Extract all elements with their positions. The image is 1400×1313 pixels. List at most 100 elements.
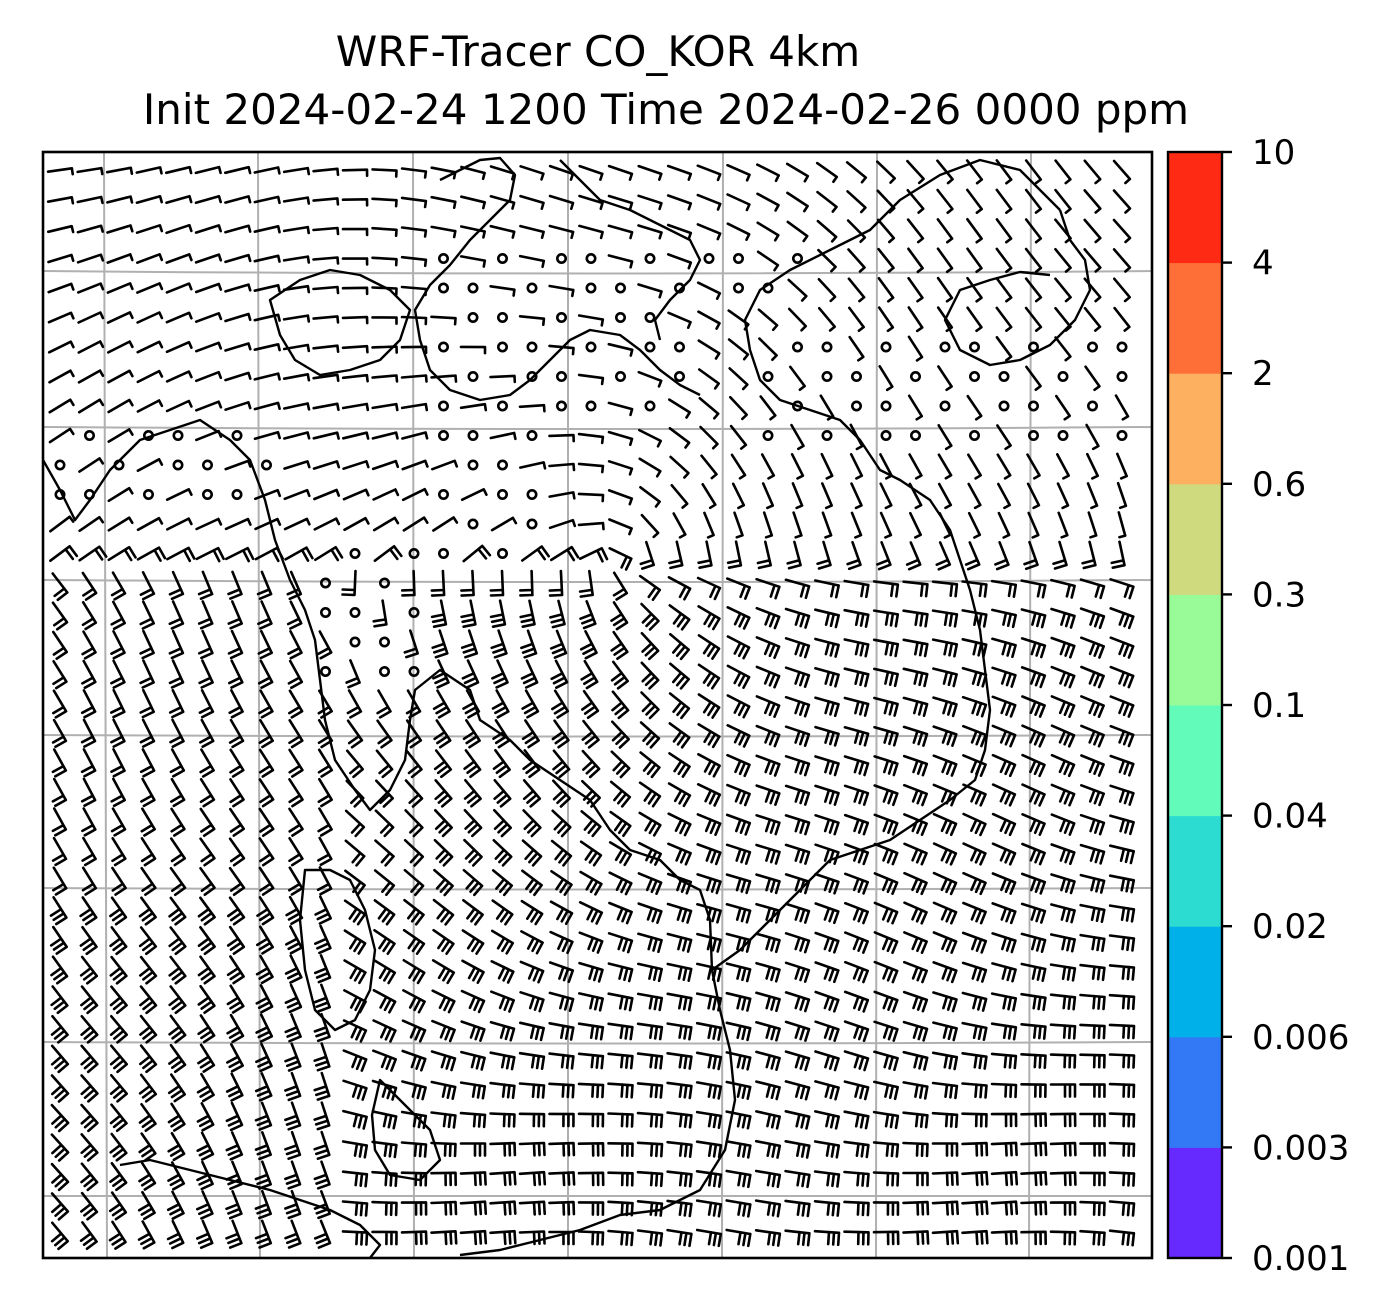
wind-barb xyxy=(106,253,134,264)
wind-barb xyxy=(401,431,429,440)
wind-barb xyxy=(754,1229,782,1247)
wind-barb xyxy=(756,250,780,272)
wind-barb xyxy=(1113,277,1131,303)
wind-barb xyxy=(341,168,369,177)
wind-barb xyxy=(967,511,982,539)
wind-barb xyxy=(518,403,546,413)
wind-barb xyxy=(110,630,126,660)
wind-barb xyxy=(401,487,429,502)
wind-barb xyxy=(492,749,511,779)
wind-barb xyxy=(1020,1083,1047,1098)
wind-barb xyxy=(139,955,158,985)
wind-barb xyxy=(698,368,720,390)
wind-barb xyxy=(80,1044,99,1074)
calm-wind-circle xyxy=(673,282,685,294)
wind-barb xyxy=(1020,1230,1047,1246)
calm-wind-circle xyxy=(349,547,361,559)
wind-barb xyxy=(873,901,899,925)
wind-barb xyxy=(168,896,187,926)
wind-barb xyxy=(489,374,517,384)
wind-barb xyxy=(607,1171,634,1187)
wind-barb xyxy=(726,724,751,748)
wind-barb xyxy=(873,1080,899,1101)
wind-barb xyxy=(490,629,508,659)
wind-barb xyxy=(462,719,481,749)
wind-barb xyxy=(47,311,75,324)
calm-wind-circle xyxy=(555,311,567,323)
wind-barb xyxy=(80,748,97,778)
wind-barb xyxy=(991,872,1017,895)
wind-barb xyxy=(254,1101,273,1131)
wind-barb xyxy=(346,749,364,779)
wind-barb xyxy=(288,866,304,896)
wind-barb xyxy=(1020,1023,1047,1040)
wind-barb xyxy=(931,1081,959,1100)
wind-barb xyxy=(961,695,988,718)
wind-barb xyxy=(755,636,781,659)
calm-wind-circle xyxy=(644,311,656,323)
calm-wind-circle xyxy=(526,282,538,294)
wind-barb xyxy=(1108,1053,1136,1069)
wind-barb xyxy=(578,992,604,1012)
wind-barb xyxy=(755,1050,781,1071)
wind-barb xyxy=(1112,218,1132,244)
wind-barb xyxy=(611,720,630,749)
wind-barb xyxy=(668,752,691,778)
wind-barb xyxy=(518,1112,546,1128)
wind-barb xyxy=(1109,784,1135,806)
wind-barb xyxy=(703,511,715,539)
wind-barb xyxy=(430,1230,458,1246)
wind-barb xyxy=(579,840,603,867)
wind-barb xyxy=(548,433,575,443)
wind-barb xyxy=(371,256,398,267)
wind-barb xyxy=(1021,724,1046,748)
wind-barb xyxy=(225,1190,243,1220)
wind-barb xyxy=(843,667,870,688)
wind-barb xyxy=(48,398,75,414)
wind-barb xyxy=(372,488,400,501)
wind-barb xyxy=(1049,1171,1077,1187)
wind-barb xyxy=(733,511,744,539)
colorbar-tick-label: 0.3 xyxy=(1252,575,1306,615)
wind-barb xyxy=(666,1228,693,1248)
wind-barb xyxy=(225,1219,243,1249)
wind-barb xyxy=(932,696,958,718)
calm-wind-circle xyxy=(526,518,538,530)
wind-barb xyxy=(196,1219,214,1249)
wind-barb xyxy=(755,843,781,865)
wind-barb xyxy=(814,931,840,954)
wind-barb xyxy=(51,718,68,749)
wind-barb xyxy=(932,961,958,984)
wind-barb xyxy=(668,692,691,720)
wind-barb xyxy=(548,284,575,298)
wind-barb xyxy=(754,1139,782,1159)
wind-barb xyxy=(695,1170,723,1188)
wind-barb xyxy=(224,312,252,323)
wind-barb xyxy=(229,748,245,778)
wind-barb xyxy=(725,1228,752,1248)
wind-barb xyxy=(372,989,397,1014)
wind-barb xyxy=(610,630,629,660)
wind-barb xyxy=(638,457,662,478)
wind-barb xyxy=(755,1080,781,1101)
wind-barb xyxy=(639,751,661,779)
wind-barb xyxy=(786,220,809,243)
calm-wind-circle xyxy=(231,429,243,441)
wind-barb xyxy=(170,777,186,808)
wind-barb xyxy=(843,1110,870,1130)
wind-barb xyxy=(577,1052,605,1070)
calm-wind-circle xyxy=(614,370,626,382)
wind-barb xyxy=(905,541,922,571)
colorbar-segments xyxy=(1168,152,1222,1259)
wind-barb xyxy=(549,930,574,955)
wind-barb xyxy=(784,1080,811,1101)
wind-barb xyxy=(109,955,128,985)
wind-barb xyxy=(1108,964,1136,981)
wind-barb xyxy=(313,1012,331,1043)
wind-barb xyxy=(607,1229,634,1247)
wind-barb xyxy=(821,511,833,539)
wind-barb xyxy=(1108,874,1136,894)
wind-barb xyxy=(342,1019,368,1043)
wind-barb xyxy=(730,453,747,480)
wind-barb xyxy=(1055,394,1071,421)
